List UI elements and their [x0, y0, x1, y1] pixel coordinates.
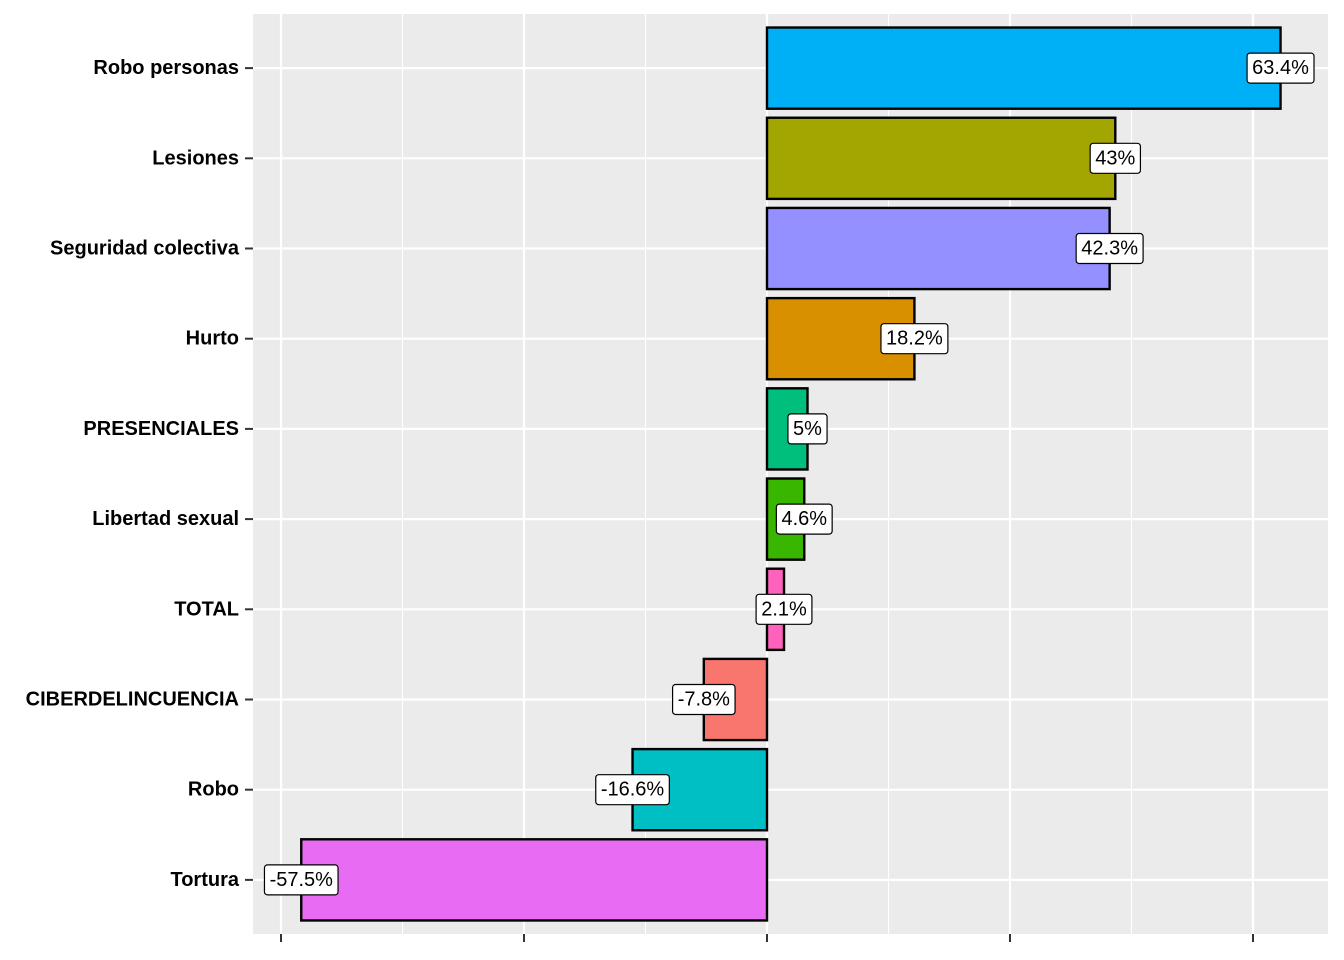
- category-label: Hurto: [186, 328, 239, 350]
- value-label-box: [1075, 232, 1144, 265]
- value-label: 4.6%: [775, 503, 833, 535]
- value-label-box: [755, 593, 813, 625]
- value-label-box: [787, 413, 828, 445]
- value-label-text: -7.8%: [678, 688, 730, 710]
- bars: [300, 26, 1282, 922]
- value-label: 2.1%: [755, 593, 813, 625]
- value-label-text: 18.2%: [886, 328, 943, 350]
- value-label-text: 5%: [793, 418, 822, 440]
- value-label: 42.3%: [1075, 232, 1144, 265]
- value-labels: 63.4% 43% 42.3% 18.2% 5% 4.6% 2.1% -7.8% -16.6% -…: [263, 52, 1315, 896]
- category-label: Tortura: [170, 869, 239, 891]
- value-label-text: 2.1%: [761, 598, 807, 620]
- category-label: PRESENCIALES: [83, 418, 239, 440]
- value-label-box: [263, 864, 339, 896]
- value-label-text: 63.4%: [1252, 57, 1309, 79]
- value-label-box: [1246, 52, 1315, 84]
- value-label-box: [1089, 142, 1142, 174]
- value-label-box: [671, 683, 736, 716]
- value-label: 5%: [787, 413, 828, 445]
- value-label: 63.4%: [1246, 52, 1315, 84]
- value-label: 43%: [1089, 142, 1142, 174]
- value-label: -57.5%: [263, 864, 339, 896]
- value-label: -7.8%: [671, 683, 736, 716]
- category-label: Seguridad colectiva: [50, 238, 240, 260]
- value-label: -16.6%: [595, 774, 670, 806]
- axes: Robo personas Lesiones Seguridad colectiva…: [26, 57, 1254, 942]
- value-label-text: -57.5%: [270, 869, 334, 891]
- category-label: CIBERDELINCUENCIA: [26, 688, 239, 710]
- value-label-box: [775, 503, 833, 535]
- category-label: Robo: [188, 779, 239, 801]
- value-label-text: 43%: [1095, 147, 1135, 169]
- value-label-box: [880, 323, 949, 355]
- value-label-box: [595, 774, 670, 806]
- category-label: TOTAL: [174, 598, 239, 620]
- category-label: Robo personas: [93, 57, 239, 79]
- value-label-text: 4.6%: [781, 508, 827, 530]
- value-label-text: 42.3%: [1081, 238, 1138, 260]
- value-label-text: -16.6%: [601, 779, 665, 801]
- category-label: Lesiones: [152, 147, 239, 169]
- bar: [300, 838, 769, 922]
- bar: [765, 206, 1111, 291]
- bar: [765, 116, 1117, 201]
- bar: [765, 26, 1282, 110]
- value-label: 18.2%: [880, 323, 949, 355]
- category-label: Libertad sexual: [92, 508, 239, 530]
